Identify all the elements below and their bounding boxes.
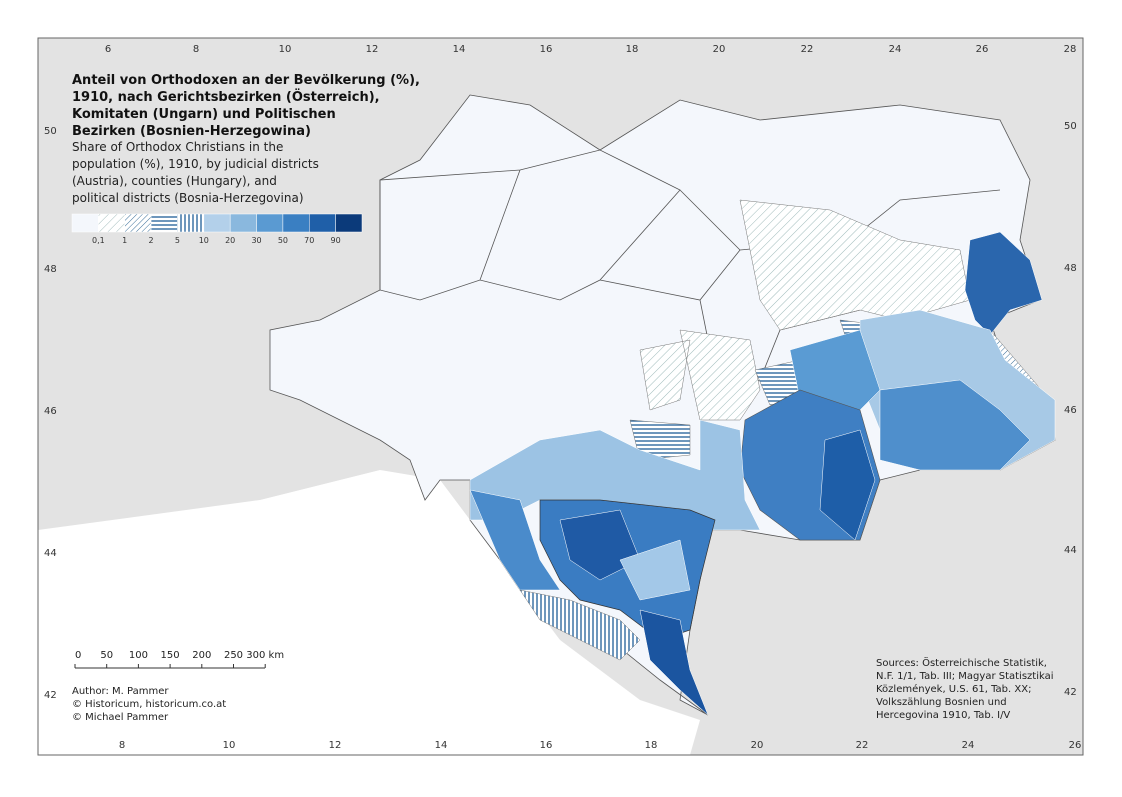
graticule-label: 26 <box>1069 740 1082 751</box>
graticule-label: 12 <box>329 740 342 751</box>
region-lika <box>469 489 561 591</box>
graticule-label: 50 <box>44 126 57 137</box>
credit: © Michael Pammer <box>72 712 169 723</box>
title: Anteil von Orthodoxen an der Bevölkerung… <box>72 73 420 88</box>
scale-label: 100 <box>129 650 148 661</box>
region-hatched <box>639 329 761 421</box>
subtitle: (Austria), counties (Hungary), and <box>72 174 277 188</box>
legend-label: 0,1 <box>92 236 105 245</box>
graticule-label: 24 <box>889 44 902 55</box>
source: N.F. 1/1, Tab. III; Magyar Statisztikai <box>876 671 1054 682</box>
legend-label: 90 <box>331 236 341 245</box>
legend-label: 1 <box>122 236 127 245</box>
subtitle: political districts (Bosnia-Herzegovina) <box>72 191 304 205</box>
graticule-label: 44 <box>44 548 57 559</box>
legend-swatch <box>203 213 231 233</box>
legend-label: 70 <box>304 236 314 245</box>
graticule-label: 48 <box>44 264 57 275</box>
title: 1910, nach Gerichtsbezirken (Österreich)… <box>72 89 380 105</box>
frame <box>37 37 1084 756</box>
graticule-label: 6 <box>105 44 111 55</box>
graticule-label: 14 <box>435 740 448 751</box>
scale-label: 300 km <box>246 650 284 661</box>
scale-label: 150 <box>161 650 180 661</box>
legend-label: 2 <box>149 236 154 245</box>
graticule-label: 42 <box>44 690 57 701</box>
graticule-label: 8 <box>193 44 199 55</box>
region-banat-east <box>819 429 876 541</box>
legend-label: 30 <box>251 236 261 245</box>
subtitle: Share of Orthodox Christians in the <box>72 140 283 154</box>
legend-swatch <box>150 213 178 233</box>
legend-label: 20 <box>225 236 235 245</box>
credit: © Historicum, historicum.co.at <box>72 699 226 710</box>
graticule-label: 12 <box>366 44 379 55</box>
scale-label: 0 <box>75 650 81 661</box>
legend-swatch <box>309 213 336 233</box>
graticule-label: 48 <box>1064 263 1077 274</box>
graticule-label: 26 <box>976 44 989 55</box>
legend-label: 10 <box>199 236 209 245</box>
region-transylvania-south <box>879 379 1031 471</box>
graticule-label: 8 <box>119 740 125 751</box>
legend-swatch <box>98 213 125 233</box>
graticule-label: 18 <box>645 740 658 751</box>
legend-label: 50 <box>278 236 288 245</box>
graticule-label: 28 <box>1064 44 1077 55</box>
legend-swatch <box>177 213 205 233</box>
legend: 0,1 1 2 5 10 20 30 50 70 90 <box>71 213 363 245</box>
graticule-label: 50 <box>1064 121 1077 132</box>
region-hatched <box>739 199 971 331</box>
graticule-label: 16 <box>540 44 553 55</box>
region-herzegovina <box>639 609 709 716</box>
legend-swatch <box>256 213 284 233</box>
graticule-label: 14 <box>453 44 466 55</box>
subtitle: population (%), 1910, by judicial distri… <box>72 157 319 171</box>
region-bosnia-west <box>559 509 641 581</box>
legend-label: 5 <box>175 236 180 245</box>
legend-swatch <box>124 213 152 233</box>
graticule-label: 46 <box>44 406 57 417</box>
source: Volkszählung Bosnien und <box>876 697 1007 708</box>
credit: Author: M. Pammer <box>72 686 169 697</box>
graticule-label: 20 <box>751 740 764 751</box>
region-bosnia-center <box>619 539 691 601</box>
graticule-label: 22 <box>801 44 814 55</box>
scale-label: 250 <box>224 650 243 661</box>
scale-label: 200 <box>192 650 211 661</box>
legend-swatch <box>229 213 257 233</box>
title: Komitaten (Ungarn) und Politischen <box>72 107 336 122</box>
graticule-label: 18 <box>626 44 639 55</box>
region-bukovina <box>964 231 1043 336</box>
border <box>379 149 1001 401</box>
graticule-label: 10 <box>223 740 236 751</box>
title: Bezirken (Bosnien-Herzegowina) <box>72 124 311 139</box>
source: Hercegovina 1910, Tab. I/V <box>876 710 1010 721</box>
graticule-label: 10 <box>279 44 292 55</box>
source: Közlemények, U.S. 61, Tab. XX; <box>876 683 1031 695</box>
graticule-label: 20 <box>713 44 726 55</box>
scale-label: 50 <box>100 650 113 661</box>
legend-swatch <box>71 213 99 233</box>
graticule-label: 42 <box>1064 687 1077 698</box>
graticule-label: 24 <box>962 740 975 751</box>
source: Sources: Österreichische Statistik, <box>876 656 1047 669</box>
legend-swatch <box>282 213 310 233</box>
graticule-label: 22 <box>856 740 869 751</box>
graticule-label: 16 <box>540 740 553 751</box>
graticule-label: 44 <box>1064 545 1077 556</box>
legend-swatch <box>335 213 363 233</box>
region-dalmatia <box>519 589 641 661</box>
graticule-label: 46 <box>1064 405 1077 416</box>
